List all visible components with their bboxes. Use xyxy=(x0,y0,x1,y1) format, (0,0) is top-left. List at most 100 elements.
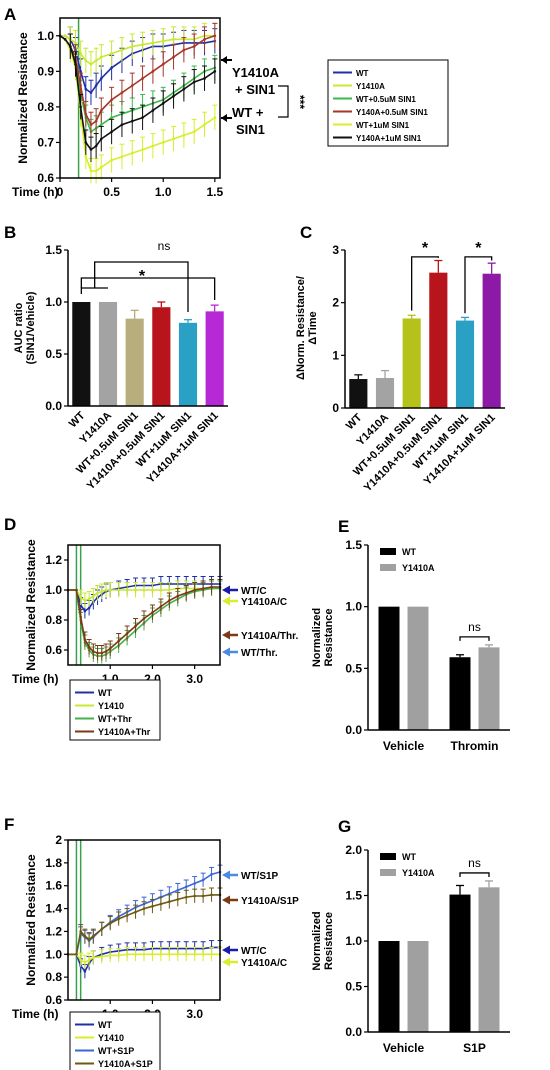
legend-label: Y1410A xyxy=(356,82,385,91)
panel-letter-C: C xyxy=(300,223,312,242)
y-tick-label: 0.7 xyxy=(37,135,54,149)
panel-letter-G: G xyxy=(338,817,351,836)
annotation-arrow-head xyxy=(221,114,227,122)
panel-letter-B: B xyxy=(4,223,16,242)
legend-label: WT xyxy=(356,69,369,78)
x-tick-label: 0.5 xyxy=(103,185,120,199)
bar xyxy=(178,322,198,406)
y-tick-label: 1.5 xyxy=(345,889,362,903)
data-point xyxy=(63,34,67,38)
data-point xyxy=(100,651,104,655)
significance-bracket xyxy=(278,85,289,118)
legend-label: Y1410 xyxy=(98,701,124,711)
y-tick-label: 0.0 xyxy=(345,723,362,737)
data-point xyxy=(130,45,134,48)
data-point xyxy=(84,87,88,91)
chart-G: Vehicle S1P 0.0 0.5 1.0 1.5 2.0 WT Y1410A ns xyxy=(345,843,510,1055)
data-point xyxy=(117,954,120,957)
bar xyxy=(402,318,421,408)
chart-A: 0.6 0.7 0.8 0.9 1.0 0 0.5 1.0 1.5 Time (h) Normali… xyxy=(12,17,224,199)
data-point xyxy=(130,119,134,123)
bar-y1410a xyxy=(407,606,429,730)
data-point xyxy=(203,77,206,80)
data-point xyxy=(193,882,196,885)
data-point xyxy=(110,66,113,70)
data-point xyxy=(99,166,103,169)
data-point xyxy=(83,599,87,602)
bar xyxy=(429,272,448,408)
data-point xyxy=(142,617,146,620)
data-point xyxy=(89,169,93,173)
annotation-wt-s1p-arrow-head xyxy=(222,870,230,880)
x-axis-label: Time (h) xyxy=(12,185,58,199)
data-point xyxy=(159,952,163,956)
data-point xyxy=(151,611,154,614)
data-point xyxy=(94,119,98,123)
data-point xyxy=(100,955,104,958)
data-point xyxy=(161,62,165,66)
legend-label: Y1410A xyxy=(402,563,435,573)
x-tick-label: 3.0 xyxy=(186,672,203,686)
data-point xyxy=(84,59,88,62)
data-point xyxy=(110,98,113,102)
data-point xyxy=(92,956,95,960)
legend-label: WT xyxy=(402,852,416,862)
y-tick-label: 1.8 xyxy=(45,856,62,870)
data-point xyxy=(176,888,180,892)
category-label: WT xyxy=(67,409,88,430)
data-point xyxy=(87,606,91,610)
data-point xyxy=(96,651,99,655)
label-line: (SIN1/Vehicle) xyxy=(25,291,37,364)
data-point xyxy=(125,632,129,635)
data-point xyxy=(79,52,82,55)
data-point xyxy=(79,596,82,599)
legend-label: WT+S1P xyxy=(98,1046,134,1056)
data-point xyxy=(130,151,134,155)
significance-bracket xyxy=(80,287,108,294)
significance-bracket xyxy=(80,277,216,300)
legend-label: Y1410 xyxy=(98,1033,124,1043)
bar xyxy=(125,318,144,406)
significance-bracket xyxy=(94,261,189,312)
significance-label: ns xyxy=(468,620,481,634)
plot-frame xyxy=(59,17,221,179)
y-tick-label: 3 xyxy=(332,243,339,257)
data-point xyxy=(79,105,82,109)
data-point xyxy=(134,910,137,914)
series-line-0 xyxy=(60,34,215,94)
category-label: S1P xyxy=(463,1041,486,1055)
y-tick-label: 0.8 xyxy=(37,100,54,114)
category-label: Thromin xyxy=(451,739,499,753)
data-point xyxy=(151,904,154,908)
data-point xyxy=(75,952,78,956)
data-point xyxy=(151,109,155,112)
data-point xyxy=(141,116,144,119)
y-tick-label: 0.5 xyxy=(45,347,62,361)
panel-letter-A: A xyxy=(4,5,16,24)
annotation-y1410a-thr: Y1410A/Thr. xyxy=(241,631,298,642)
data-point xyxy=(83,960,87,964)
significance-label: * xyxy=(475,240,482,257)
x-axis-label: Time (h) xyxy=(12,1007,58,1021)
significance-label-ns: ns xyxy=(158,239,171,253)
significance-label: * xyxy=(422,240,429,257)
y-tick-label: 1.0 xyxy=(45,583,62,597)
data-point xyxy=(94,169,98,173)
data-point xyxy=(120,123,124,126)
y-axis-label: Normalized Resistance xyxy=(16,32,30,164)
x-tick-label: 3.0 xyxy=(186,1007,203,1021)
data-point xyxy=(210,952,213,956)
significance-bracket xyxy=(459,636,490,641)
bar-wt xyxy=(378,941,400,1032)
data-point xyxy=(151,70,155,73)
panel-letter-E: E xyxy=(338,517,349,536)
data-point xyxy=(168,900,171,904)
label-line: ΔTime xyxy=(307,311,319,344)
data-point xyxy=(110,130,113,134)
bar-y1410a xyxy=(478,647,500,730)
data-point xyxy=(110,116,113,119)
data-point xyxy=(201,587,205,590)
data-point xyxy=(79,930,82,933)
